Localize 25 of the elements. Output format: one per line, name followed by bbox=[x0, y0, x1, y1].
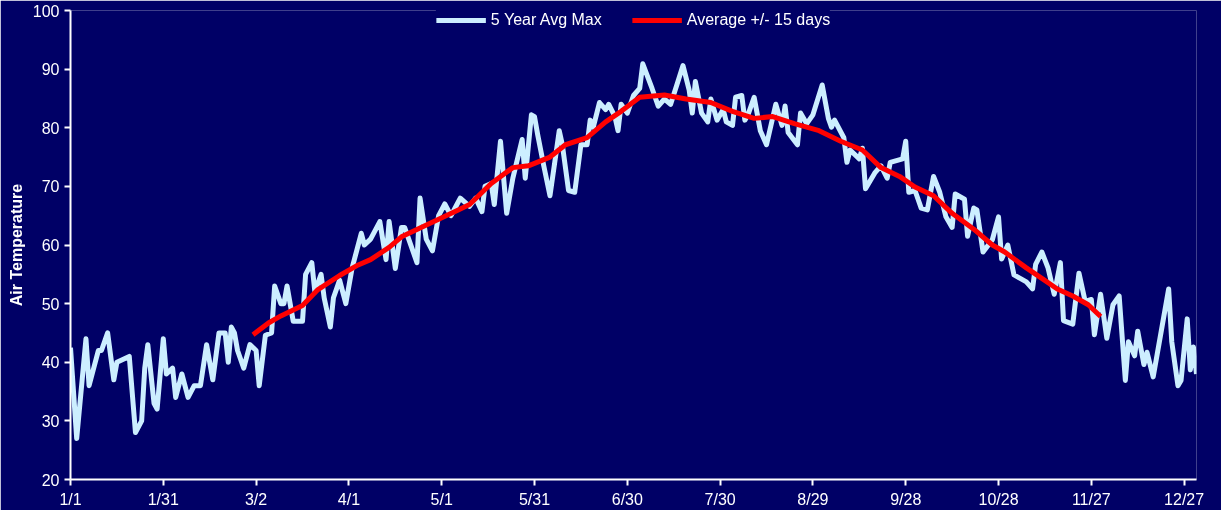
y-tick-label: 70 bbox=[41, 178, 60, 196]
y-tick-label: 30 bbox=[41, 412, 60, 430]
y-tick-label: 100 bbox=[32, 2, 60, 20]
x-tick-label: 11/27 bbox=[1071, 490, 1111, 508]
x-tick-label: 10/28 bbox=[978, 490, 1019, 508]
y-tick-label: 50 bbox=[41, 295, 60, 313]
y-tick-label: 80 bbox=[41, 119, 60, 137]
legend-label: 5 Year Avg Max bbox=[490, 11, 602, 29]
x-tick-label: 12/27 bbox=[1164, 490, 1205, 508]
x-tick-label: 1/31 bbox=[147, 490, 179, 508]
x-tick-label: 9/28 bbox=[890, 490, 922, 508]
x-tick-label: 6/30 bbox=[611, 490, 643, 508]
x-tick-label: 5/1 bbox=[430, 490, 453, 508]
x-tick-label: 1/1 bbox=[59, 490, 82, 508]
y-tick-label: 90 bbox=[41, 61, 60, 79]
x-tick-label: 7/30 bbox=[704, 490, 736, 508]
x-tick-label: 8/29 bbox=[797, 490, 829, 508]
x-tick-label: 5/31 bbox=[518, 490, 551, 508]
y-tick-label: 40 bbox=[41, 354, 60, 372]
legend-label: Average +/- 15 days bbox=[686, 11, 831, 29]
x-tick-label: 3/2 bbox=[244, 490, 268, 508]
x-tick-label: 4/1 bbox=[337, 490, 361, 508]
y-axis-title: Air Temperature bbox=[7, 183, 25, 307]
y-tick-label: 60 bbox=[41, 237, 60, 254]
y-tick-label: 20 bbox=[41, 471, 60, 489]
